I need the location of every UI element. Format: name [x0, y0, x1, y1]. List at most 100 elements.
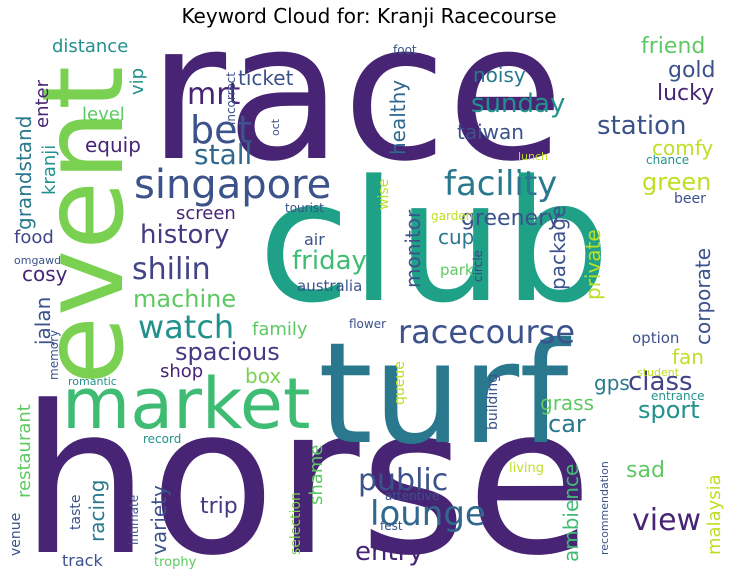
word-public: public [358, 463, 448, 498]
word-comfy: comfy [652, 136, 713, 160]
word-market: market [62, 363, 310, 445]
word-corporate: corporate [691, 248, 715, 345]
word-garden: garden [431, 209, 473, 223]
word-lounge: lounge [370, 494, 486, 534]
word-omgawd: omgawd [14, 254, 61, 267]
word-tourist: tourist [285, 201, 324, 215]
word-facility: facility [444, 164, 557, 204]
word-student: student [637, 366, 680, 379]
word-air: air [304, 230, 325, 249]
word-equip: equip [85, 133, 141, 157]
word-variety: variety [147, 485, 171, 555]
word-singapore: singapore [134, 162, 331, 208]
word-friend: friend [641, 34, 705, 59]
word-greenery: greenery [461, 206, 560, 231]
word-foot: foot [393, 43, 417, 57]
word-memory: memory [47, 330, 61, 380]
word-oct: oct [269, 118, 282, 136]
word-record: record [143, 432, 181, 446]
word-cosy: cosy [22, 262, 68, 286]
word-green: green [642, 168, 711, 196]
word-incorrect: incorrect [224, 72, 238, 125]
word-wise: wise [376, 179, 392, 210]
word-racing: racing [85, 480, 109, 542]
word-circle: circle [471, 250, 485, 282]
word-event: event [19, 66, 149, 385]
word-food: food [14, 227, 54, 248]
word-lunch: lunch [518, 150, 548, 163]
word-living: living [509, 461, 544, 476]
word-jalan: jalan [31, 297, 55, 346]
word-turf: turf [318, 313, 571, 476]
word-restaurant: restaurant [14, 404, 35, 498]
word-club: club [258, 144, 610, 340]
word-queue: queue [392, 361, 408, 405]
word-cup: cup [438, 225, 474, 249]
word-friday: friday [292, 246, 367, 276]
word-ambience: ambience [559, 464, 583, 562]
word-history: history [140, 220, 229, 250]
word-trip: trip [200, 494, 238, 519]
word-malaysia: malaysia [704, 474, 725, 555]
word-shame: shame [306, 445, 327, 505]
word-gold: gold [668, 58, 716, 83]
word-trophy: trophy [154, 555, 197, 570]
word-healthy: healthy [386, 80, 410, 155]
word-box: box [245, 364, 281, 388]
word-shop: shop [160, 361, 203, 382]
word-vip: vip [127, 68, 148, 95]
word-park: park [440, 261, 474, 279]
word-horse: horse [20, 363, 593, 583]
word-bet: bet [190, 108, 252, 152]
word-fan: fan [672, 345, 704, 369]
word-entry: entry [355, 537, 424, 567]
word-grass: grass [540, 391, 594, 415]
word-beer: beer [674, 191, 706, 207]
word-gps: gps [594, 371, 630, 395]
word-romantic: romantic [68, 375, 117, 388]
word-race: race [148, 0, 564, 203]
word-family: family [252, 319, 308, 340]
word-view: view [632, 503, 701, 538]
word-lucky: lucky [657, 81, 714, 106]
word-spacious: spacious [175, 338, 280, 366]
word-building: building [485, 374, 501, 430]
chart-title: Keyword Cloud for: Kranji Racecourse [181, 4, 557, 28]
word-track: track [62, 551, 103, 570]
word-package: package [546, 206, 570, 290]
word-class: class [628, 367, 693, 397]
word-station: station [597, 111, 686, 141]
word-private: private [581, 229, 605, 300]
word-recommendation: recommendation [598, 461, 611, 555]
word-enter: enter [32, 79, 53, 128]
word-fest: fest [380, 519, 403, 533]
word-taste: taste [68, 495, 84, 530]
word-sunday: sunday [471, 89, 565, 119]
word-sport: sport [638, 396, 700, 424]
word-noisy: noisy [473, 63, 526, 87]
word-taiwan: taiwan [457, 120, 524, 144]
word-selection: selection [288, 492, 304, 555]
word-kranji: kranji [39, 145, 60, 195]
word-car: car [548, 410, 586, 438]
word-sad: sad [626, 458, 665, 483]
word-racecourse: racecourse [398, 313, 575, 351]
word-mrt: mrt [187, 77, 241, 112]
word-shilin: shilin [132, 252, 211, 287]
word-grandstand: grandstand [12, 116, 36, 230]
word-chance: chance [646, 153, 689, 167]
word-entrance: entrance [651, 389, 705, 403]
word-attentive: attentive [385, 489, 439, 503]
word-flower: flower [349, 317, 386, 331]
word-level: level [82, 104, 125, 125]
word-screen: screen [176, 203, 236, 224]
word-monitor: monitor [401, 209, 425, 288]
word-intimate: intimate [127, 495, 141, 545]
word-venue: venue [8, 513, 24, 556]
word-australia: australia [297, 277, 362, 295]
word-machine: machine [133, 285, 236, 313]
word-watch: watch [138, 308, 234, 346]
word-distance: distance [52, 36, 128, 57]
word-option: option [632, 329, 679, 347]
